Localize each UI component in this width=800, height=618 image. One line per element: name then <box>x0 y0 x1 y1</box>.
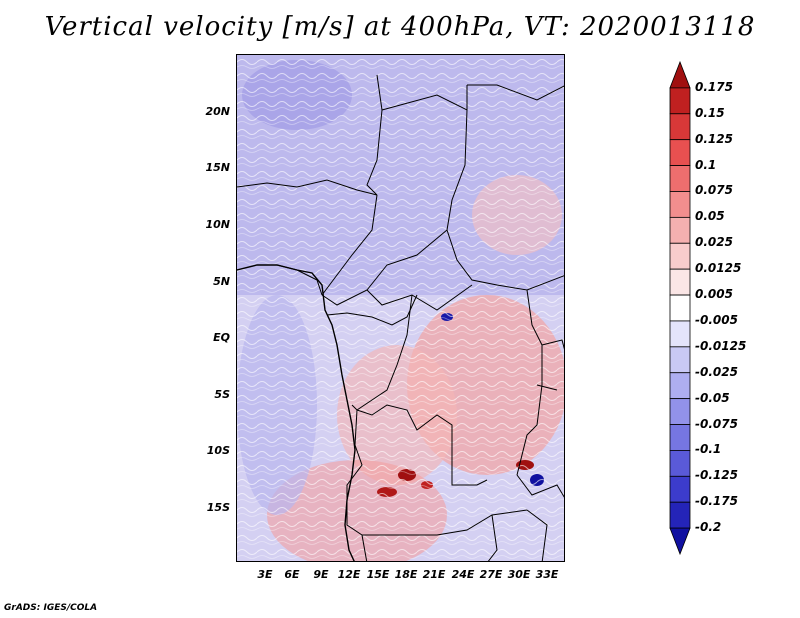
lon-label-9e: 9E <box>313 568 329 581</box>
colorbar-segment <box>669 527 691 556</box>
colorbar-segment <box>669 60 691 89</box>
lon-label-24e: 24E <box>451 568 475 581</box>
colorbar-segment <box>669 191 691 218</box>
velocity-map <box>236 54 565 562</box>
field-texture <box>237 55 564 561</box>
colorbar-label: -0.125 <box>695 468 738 483</box>
colorbar-segment <box>669 320 691 348</box>
colorbar-label: -0.0125 <box>695 338 747 353</box>
colorbar-label: 0.175 <box>695 79 733 94</box>
lat-label-20n: 20N <box>205 105 230 118</box>
colorbar-label: -0.2 <box>695 520 722 535</box>
colorbar-segment <box>669 450 691 477</box>
colorbar-label: -0.005 <box>695 312 738 327</box>
colorbar <box>669 60 691 556</box>
colorbar-segment <box>669 372 691 400</box>
colorbar-label: 0.15 <box>695 105 725 120</box>
footer-credit: GrADS: IGES/COLA <box>4 603 98 613</box>
colorbar-segment <box>669 398 691 425</box>
lon-label-15e: 15E <box>366 568 390 581</box>
lon-label-30e: 30E <box>507 568 531 581</box>
colorbar-segment <box>669 424 691 451</box>
lon-label-18e: 18E <box>394 568 418 581</box>
colorbar-segment <box>669 165 691 192</box>
lon-label-6e: 6E <box>284 568 300 581</box>
colorbar-label: 0.1 <box>695 157 717 172</box>
lon-label-33e: 33E <box>535 568 559 581</box>
colorbar-label: -0.025 <box>695 364 738 379</box>
colorbar-label: -0.1 <box>695 442 722 457</box>
colorbar-segment <box>669 475 691 503</box>
colorbar-label: 0.075 <box>695 183 733 198</box>
lon-label-21e: 21E <box>422 568 446 581</box>
lon-label-12e: 12E <box>337 568 361 581</box>
colorbar-segment <box>669 294 691 322</box>
colorbar-label: -0.05 <box>695 390 730 405</box>
colorbar-segment <box>669 113 691 141</box>
map-title: Vertical velocity [m/s] at 400hPa, VT: 2… <box>44 12 756 42</box>
lat-label-5n: 5N <box>213 275 230 288</box>
lat-label-10n: 10N <box>205 218 230 231</box>
colorbar-segment <box>669 268 691 296</box>
lon-label-3e: 3E <box>257 568 273 581</box>
colorbar-segment <box>669 346 691 374</box>
colorbar-label: -0.175 <box>695 494 738 509</box>
colorbar-label: 0.125 <box>695 131 733 146</box>
colorbar-segment <box>669 87 691 115</box>
colorbar-label: 0.0125 <box>695 261 742 276</box>
lat-label-15n: 15N <box>205 161 230 174</box>
lat-label-5s: 5S <box>214 388 230 401</box>
colorbar-segment <box>669 242 691 270</box>
colorbar-segment <box>669 501 691 529</box>
colorbar-label: 0.05 <box>695 209 725 224</box>
colorbar-label: 0.025 <box>695 235 733 250</box>
colorbar-segment <box>669 216 691 244</box>
lat-label-15s: 15S <box>206 501 230 514</box>
coastline <box>237 264 356 561</box>
velocity-field <box>237 55 564 561</box>
country-borders <box>237 74 564 561</box>
colorbar-label: 0.005 <box>695 287 733 302</box>
lat-label-10s: 10S <box>206 444 230 457</box>
lat-label-eq: EQ <box>213 331 230 344</box>
colorbar-label: -0.075 <box>695 416 738 431</box>
colorbar-segment <box>669 139 691 166</box>
lon-label-27e: 27E <box>479 568 503 581</box>
